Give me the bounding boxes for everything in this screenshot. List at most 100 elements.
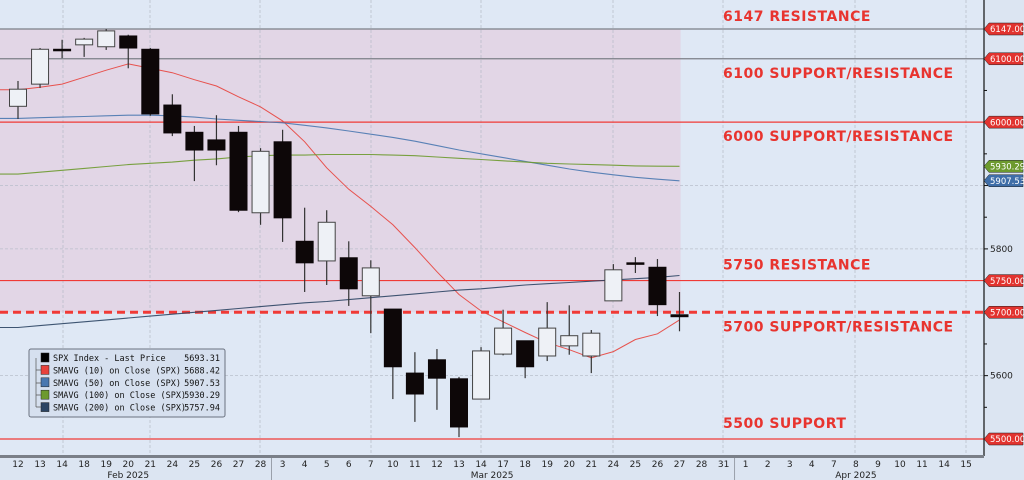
y-tick-label: 5600 <box>990 372 1013 382</box>
ma-line-2 <box>0 153 680 175</box>
candles-layer <box>9 29 689 438</box>
level-price-tag-bg <box>983 115 1024 129</box>
x-tick-label: 4 <box>302 460 308 470</box>
legend-label: SMAVG (10) on Close (SPX) <box>53 366 181 376</box>
x-tick-label: 25 <box>189 460 200 470</box>
candle-12 <box>427 349 446 410</box>
month-label: Mar 2025 <box>471 471 514 480</box>
level-annotation: 5750 RESISTANCE <box>723 258 871 274</box>
x-tick-label: 26 <box>652 460 664 470</box>
x-tick-label: 18 <box>519 460 531 470</box>
legend-label: SMAVG (100) on Close (SPX) <box>53 391 186 401</box>
level-price-tag-bg <box>983 22 1024 36</box>
x-tick-label: 13 <box>453 460 464 470</box>
legend-value: 5930.29 <box>184 391 220 401</box>
candle-11 <box>405 352 424 422</box>
x-tick-label: 13 <box>34 460 45 470</box>
candle-body <box>31 48 50 85</box>
y-tick-label: 5800 <box>990 245 1013 255</box>
candle-28 <box>251 148 270 225</box>
candle-5 <box>317 210 336 286</box>
legend-value: 5907.53 <box>184 379 220 389</box>
level-price-tag: 6100.00 <box>990 55 1024 65</box>
x-tick-label: 8 <box>853 460 859 470</box>
x-tick-label: 15 <box>960 460 971 470</box>
x-axis-bar <box>0 455 984 458</box>
ma-price-tag: 5930.29 <box>990 163 1024 173</box>
legend-swatch <box>40 389 50 400</box>
candle-13 <box>31 48 50 88</box>
levels-layer <box>0 28 984 440</box>
month-label: Apr 2025 <box>835 471 876 480</box>
candle-body <box>185 131 204 151</box>
x-tick-label: 11 <box>916 460 927 470</box>
x-axis-layer: 12 13 14 18 19 20 21 24 25 26 27 28 3 4 5 6 7 10 11 12 13 14 1… <box>12 458 972 480</box>
month-label: Feb 2025 <box>107 471 149 480</box>
legend-label: SPX Index - Last Price <box>53 354 166 364</box>
x-tick-label: 12 <box>431 460 442 470</box>
candle-body <box>538 327 557 357</box>
candle-body <box>75 38 94 46</box>
x-tick-label: 20 <box>564 460 576 470</box>
candle-27 <box>670 291 689 332</box>
x-tick-label: 10 <box>894 460 906 470</box>
x-tick-label: 6 <box>346 460 352 470</box>
candle-body <box>53 48 72 52</box>
candle-body <box>273 141 292 219</box>
level-price-tag-bg <box>983 52 1024 66</box>
candle-body <box>9 88 27 107</box>
x-tick-label: 9 <box>875 460 881 470</box>
candle-19 <box>538 302 557 362</box>
candle-body <box>207 139 226 151</box>
level-price-tag: 5750.00 <box>990 277 1024 287</box>
candle-17 <box>494 309 513 356</box>
x-tick-label: 7 <box>368 460 374 470</box>
x-tick-label: 31 <box>718 460 729 470</box>
ma-line-3 <box>0 274 680 329</box>
x-tick-label: 20 <box>123 460 135 470</box>
candle-27 <box>229 125 248 213</box>
candle-24 <box>604 264 623 302</box>
legend-value: 5688.42 <box>184 366 220 376</box>
legend-swatch <box>40 377 50 388</box>
level-price-tag-bg <box>983 274 1024 287</box>
x-tick-label: 24 <box>167 460 179 470</box>
x-tick-label: 17 <box>497 460 508 470</box>
annotations-layer: 6147 RESISTANCE 6100 SUPPORT/RESISTANCE 60… <box>723 9 954 432</box>
candle-25 <box>185 125 204 182</box>
level-annotation: 6000 SUPPORT/RESISTANCE <box>723 129 954 145</box>
ma-line-0 <box>0 63 680 359</box>
legend-label: SMAVG (200) on Close (SPX) <box>53 404 186 414</box>
candle-26 <box>207 115 226 166</box>
candle-21 <box>141 48 160 116</box>
ma-price-tag: 5907.53 <box>990 177 1024 187</box>
candle-body <box>163 104 182 134</box>
candle-19 <box>97 29 116 50</box>
candle-body <box>516 340 535 368</box>
ma-price-tag-bg <box>983 174 1024 188</box>
x-tick-label: 2 <box>765 460 771 470</box>
candle-3 <box>273 129 292 242</box>
candle-body <box>317 221 336 262</box>
candle-4 <box>295 207 314 292</box>
x-tick-label: 14 <box>938 460 950 470</box>
candle-body <box>97 30 116 48</box>
candle-body <box>405 372 424 395</box>
candle-body <box>494 327 513 355</box>
legend-value: 5693.31 <box>184 354 220 364</box>
level-annotation: 6100 SUPPORT/RESISTANCE <box>723 66 954 82</box>
candle-18 <box>75 37 94 57</box>
candle-25 <box>626 257 645 273</box>
x-tick-label: 19 <box>100 460 112 470</box>
candle-24 <box>163 94 182 137</box>
legend-swatch <box>40 402 50 412</box>
ma-line-1 <box>0 114 680 182</box>
y-axis-layer: 5600 5800 5930.29 5907.53 6147.00 6100.00 6000… <box>983 22 1024 446</box>
candle-body <box>251 150 270 214</box>
x-tick-label: 14 <box>56 460 68 470</box>
candle-body <box>361 267 380 297</box>
x-tick-label: 19 <box>541 460 553 470</box>
level-annotation: 6147 RESISTANCE <box>723 9 871 25</box>
level-price-tag: 5700.00 <box>990 308 1024 318</box>
